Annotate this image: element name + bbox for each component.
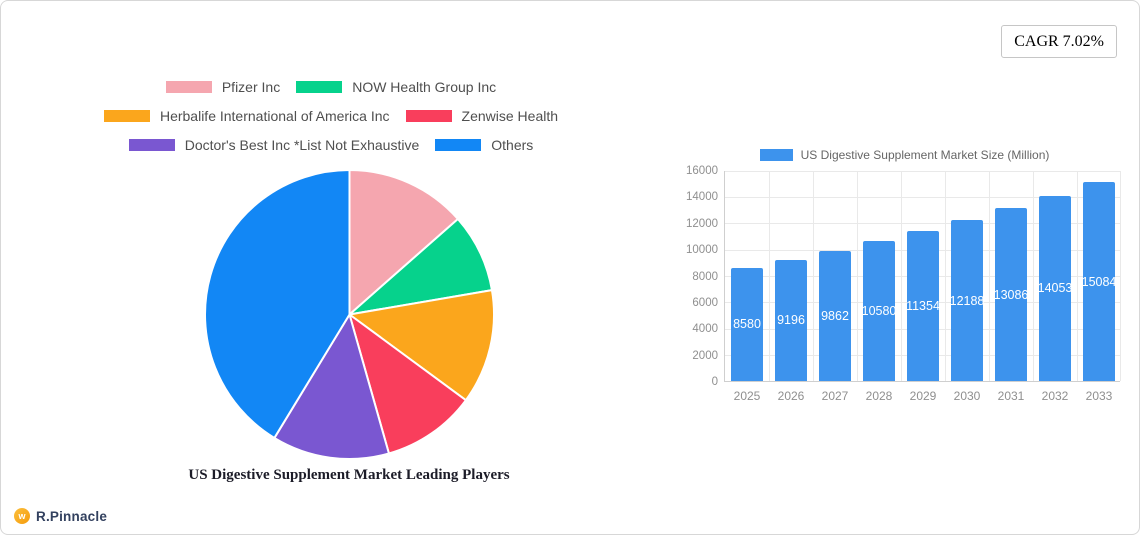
x-tick-label: 2030 <box>953 389 981 403</box>
brand-name: R.Pinnacle <box>36 508 108 524</box>
pinnacle-logo-icon: w <box>14 508 30 524</box>
x-tick-label: 2025 <box>733 389 761 403</box>
bar-legend-item[interactable]: US Digestive Supplement Market Size (Mil… <box>724 147 1121 163</box>
x-tick-label: 2029 <box>909 389 937 403</box>
v-gridline <box>901 171 902 381</box>
legend-swatch <box>165 80 212 93</box>
pie-slice-3 <box>348 313 467 455</box>
v-gridline <box>945 171 946 381</box>
h-gridline <box>725 196 1120 198</box>
v-gridline <box>769 171 770 381</box>
y-tick-label: 6000 <box>692 296 718 309</box>
bar-2031: 13086 <box>993 208 1029 381</box>
bar-2030: 12188 <box>949 220 985 381</box>
legend-item-5[interactable]: Others <box>435 137 533 153</box>
legend-item-4[interactable]: Doctor's Best Inc *List Not Exhaustive <box>128 136 420 153</box>
legend-item-2[interactable]: Herbalife International of America Inc <box>103 107 390 124</box>
h-gridline <box>725 171 1120 172</box>
y-tick-label: 0 <box>711 376 718 388</box>
legend-label: Herbalife International of America Inc <box>159 107 390 124</box>
brand-footer: w R.Pinnacle <box>14 508 107 524</box>
x-tick-label: 2032 <box>1041 389 1069 403</box>
bar-value-label: 8580 <box>733 317 761 332</box>
legend-item-3[interactable]: Zenwise Health <box>405 107 559 124</box>
v-gridline <box>857 171 858 381</box>
bar-value-label: 12188 <box>949 293 985 308</box>
legend-swatch <box>435 138 482 151</box>
x-tick-label: 2033 <box>1085 389 1113 403</box>
legend-item-0[interactable]: Pfizer Inc <box>165 78 281 95</box>
legend-label: Others <box>491 136 534 153</box>
legend-label: Zenwise Health <box>461 107 559 124</box>
v-gridline <box>1033 171 1034 381</box>
v-gridline <box>1077 171 1078 381</box>
v-gridline <box>813 171 814 381</box>
legend-swatch <box>405 109 452 122</box>
bar-2027: 9862 <box>819 250 851 381</box>
y-tick-label: 12000 <box>686 217 718 230</box>
y-tick-label: 10000 <box>686 244 718 257</box>
legend-swatch <box>296 80 343 93</box>
bar-value-label: 13086 <box>993 287 1029 302</box>
x-tick-label: 2028 <box>865 389 893 403</box>
pie-slice-2 <box>348 289 495 402</box>
bar-2029: 11354 <box>906 231 940 381</box>
y-tick-label: 14000 <box>686 191 718 204</box>
pie-chart-title: US Digestive Supplement Market Leading P… <box>188 467 510 483</box>
legend-swatch <box>103 109 150 122</box>
legend-item-1[interactable]: NOW Health Group Inc <box>296 79 496 95</box>
cagr-badge: CAGR 7.02% <box>1001 25 1117 58</box>
bar-2026: 9196 <box>775 259 807 381</box>
bar-2033: 15084 <box>1081 182 1117 381</box>
bar-value-label: 9196 <box>777 313 805 328</box>
pie-legend-row: Pfizer Inc NOW Health Group Inc <box>21 72 641 101</box>
bar-legend-swatch <box>759 149 793 161</box>
x-tick-label: 2026 <box>777 389 805 403</box>
pie-slice-5 <box>204 169 351 439</box>
bar-2032: 14053 <box>1037 195 1073 381</box>
legend-label: Pfizer Inc <box>221 78 281 95</box>
y-tick-label: 8000 <box>692 270 718 283</box>
bar-value-label: 15084 <box>1081 274 1117 289</box>
pie-slice-4 <box>273 313 390 460</box>
y-tick-label: 4000 <box>692 323 718 336</box>
bar-value-label: 9862 <box>821 308 849 323</box>
y-tick-label: 16000 <box>686 165 718 177</box>
pie-legend: Pfizer Inc NOW Health Group Inc Herbalife … <box>21 72 641 159</box>
bar-value-label: 10580 <box>861 304 897 319</box>
bar-plot-area: 0 2000 4000 6000 8000 10000 12000 14000 16000 858… <box>686 165 1121 403</box>
legend-label: NOW Health Group Inc <box>352 78 497 95</box>
x-tick-label: 2027 <box>821 389 849 403</box>
pie-legend-row: Doctor's Best Inc *List Not Exhaustive Ot… <box>21 130 641 159</box>
v-gridline <box>989 171 990 381</box>
pie-slice-0 <box>348 169 459 316</box>
pie-chart <box>204 169 495 460</box>
x-tick-label: 2031 <box>997 389 1025 403</box>
bar-2025: 8580 <box>731 267 763 381</box>
bar-value-label: 11354 <box>906 299 940 314</box>
y-tick-label: 2000 <box>692 349 718 362</box>
legend-label: Doctor's Best Inc *List Not Exhaustive <box>184 136 420 153</box>
bar-value-label: 14053 <box>1037 281 1073 296</box>
h-gridline <box>725 223 1120 225</box>
bar-2028: 10580 <box>861 241 897 381</box>
legend-swatch <box>128 138 175 151</box>
v-gridline <box>1120 171 1121 381</box>
pie-legend-row: Herbalife International of America Inc Ze… <box>21 101 641 130</box>
bar-legend-label: US Digestive Supplement Market Size (Mil… <box>800 148 1050 162</box>
